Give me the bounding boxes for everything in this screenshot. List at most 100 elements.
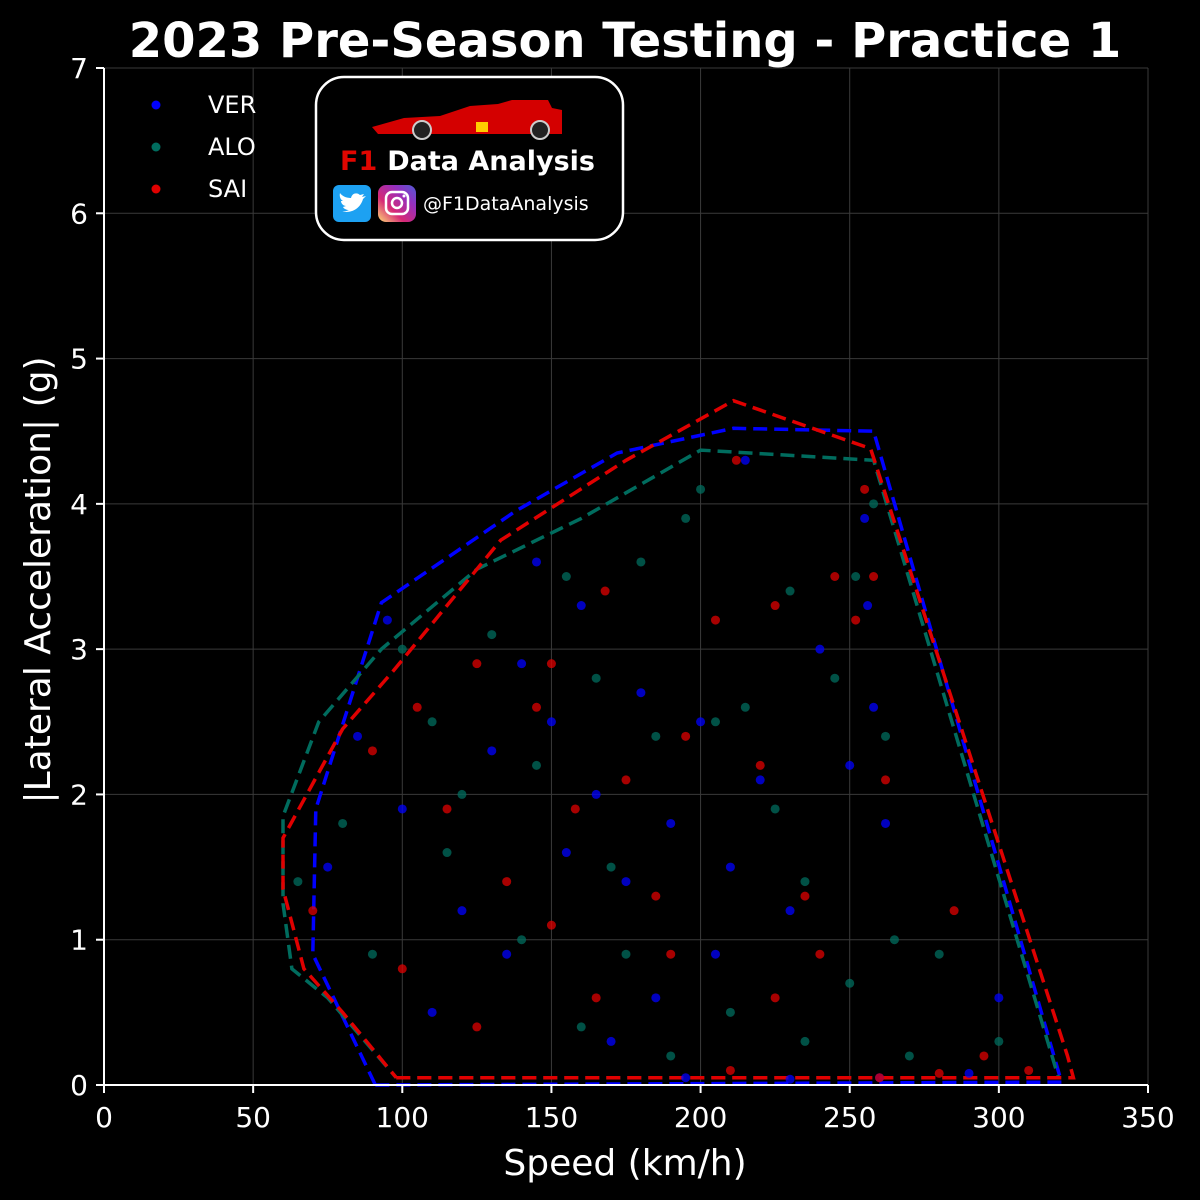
point-ver xyxy=(502,949,512,959)
point-sai xyxy=(666,949,676,959)
point-alo xyxy=(397,644,407,654)
point-sai xyxy=(710,615,720,625)
point-sai xyxy=(621,775,631,785)
x-tick-label: 150 xyxy=(525,1101,578,1134)
y-tick-label: 0 xyxy=(70,1069,88,1102)
twitter-icon[interactable] xyxy=(333,185,371,222)
point-ver xyxy=(487,746,497,756)
point-alo xyxy=(994,1036,1004,1046)
point-ver xyxy=(681,1073,691,1083)
point-ver xyxy=(323,862,333,872)
instagram-icon[interactable] xyxy=(378,185,416,222)
point-sai xyxy=(770,601,780,611)
point-ver xyxy=(561,848,571,858)
x-tick-label: 350 xyxy=(1121,1101,1174,1134)
point-ver xyxy=(666,818,676,828)
legend-marker-sai xyxy=(151,184,161,194)
legend-label-sai: SAI xyxy=(208,175,247,203)
hull-line-ver xyxy=(311,426,1064,1087)
point-sai xyxy=(949,906,959,916)
point-alo xyxy=(487,630,497,640)
point-ver xyxy=(427,1007,437,1017)
x-tick-label: 200 xyxy=(674,1101,727,1134)
x-tick-label: 100 xyxy=(376,1101,429,1134)
point-alo xyxy=(800,877,810,887)
point-ver xyxy=(636,688,646,698)
point-sai xyxy=(308,906,318,916)
point-sai xyxy=(412,702,422,712)
point-alo xyxy=(591,673,601,683)
point-ver xyxy=(397,804,407,814)
point-alo xyxy=(666,1051,676,1061)
point-alo xyxy=(889,935,899,945)
point-sai xyxy=(442,804,452,814)
point-ver xyxy=(881,818,891,828)
point-alo xyxy=(681,513,691,523)
brand-name-text: Data Analysis xyxy=(387,146,595,177)
legend-label-ver: VER xyxy=(208,91,256,119)
legend-marker-ver xyxy=(151,100,161,110)
brand-name: F1 Data Analysis xyxy=(340,146,595,177)
point-alo xyxy=(606,862,616,872)
axes xyxy=(96,67,1149,1093)
y-tick-label: 4 xyxy=(70,488,88,521)
point-sai xyxy=(546,659,556,669)
legend-marker-alo xyxy=(151,142,161,152)
point-ver xyxy=(532,557,542,567)
point-sai xyxy=(532,702,542,712)
hull-line-sai xyxy=(281,398,1076,1080)
point-sai xyxy=(860,484,870,494)
x-tick-label: 300 xyxy=(972,1101,1025,1134)
point-alo xyxy=(532,760,542,770)
point-ver xyxy=(457,906,467,916)
point-alo xyxy=(517,935,527,945)
point-sai xyxy=(472,1022,482,1032)
point-ver xyxy=(755,775,765,785)
point-sai xyxy=(830,572,840,581)
point-ver xyxy=(964,1068,974,1078)
point-ver xyxy=(710,949,720,959)
point-alo xyxy=(845,978,855,988)
point-alo xyxy=(696,484,706,494)
point-ver xyxy=(546,717,556,727)
point-ver xyxy=(845,760,855,770)
point-alo xyxy=(830,673,840,683)
point-alo xyxy=(800,1036,810,1046)
x-tick-label: 250 xyxy=(823,1101,876,1134)
point-alo xyxy=(851,572,861,581)
point-ver xyxy=(863,601,873,611)
point-alo xyxy=(338,818,348,828)
point-alo xyxy=(457,789,467,799)
point-alo xyxy=(621,949,631,959)
y-axis-label: |Lateral Acceleration| (g) xyxy=(18,356,59,803)
point-ver xyxy=(353,731,363,741)
point-sai xyxy=(934,1068,944,1078)
point-sai xyxy=(570,804,580,814)
point-alo xyxy=(881,731,891,741)
x-tick-label: 0 xyxy=(95,1101,113,1134)
point-alo xyxy=(427,717,437,727)
point-sai xyxy=(591,993,601,1003)
point-sai xyxy=(546,920,556,930)
point-ver xyxy=(651,993,661,1003)
point-sai xyxy=(755,760,765,770)
point-sai xyxy=(881,775,891,785)
point-ver xyxy=(815,644,825,654)
y-tick-label: 6 xyxy=(70,197,88,230)
point-alo xyxy=(934,949,944,959)
scatter-points xyxy=(293,455,1034,1084)
point-sai xyxy=(725,1065,735,1075)
point-ver xyxy=(591,789,601,799)
point-sai xyxy=(1024,1065,1034,1075)
point-alo xyxy=(785,586,795,596)
point-ver xyxy=(696,717,706,727)
point-alo xyxy=(293,877,303,887)
point-alo xyxy=(367,949,377,959)
point-sai xyxy=(502,877,512,887)
point-sai xyxy=(875,1073,885,1083)
point-alo xyxy=(636,557,646,567)
chart-title: 2023 Pre-Season Testing - Practice 1 xyxy=(129,13,1122,69)
point-alo xyxy=(770,804,780,814)
point-sai xyxy=(815,949,825,959)
point-sai xyxy=(600,586,610,596)
